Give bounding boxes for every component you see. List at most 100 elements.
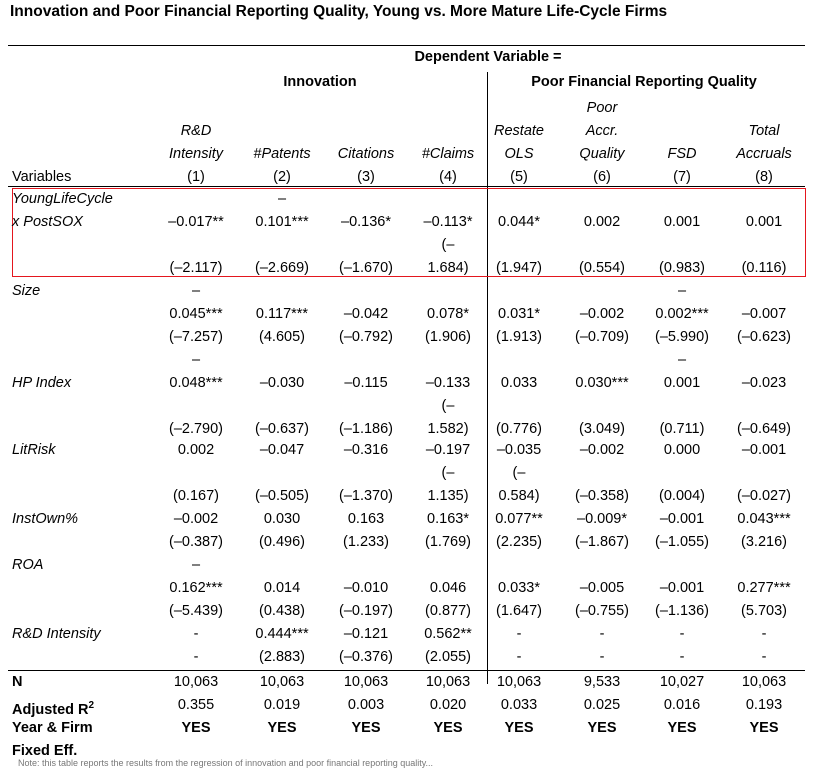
column-header: (6)	[593, 169, 611, 185]
coef-cell: –0.030	[259, 375, 305, 391]
coef-cell: 0.117***	[255, 306, 309, 322]
t-stat-cell: (0.438)	[259, 603, 305, 619]
fe-cell: YES	[433, 720, 463, 736]
cell-fragment: –	[677, 352, 687, 368]
cell-fragment: (–	[441, 465, 455, 481]
r2-superscript: 2	[88, 700, 95, 711]
column-header: (4)	[439, 169, 457, 185]
coef-cell: –0.113*	[423, 214, 473, 230]
r2-cell: 0.033	[500, 697, 538, 713]
t-stat-cell: (–0.709)	[574, 329, 630, 345]
coef-cell: –0.017**	[168, 214, 224, 230]
cell-fragment: –	[191, 557, 201, 573]
coef-cell: 0.014	[263, 580, 301, 596]
t-stat-cell: (3.216)	[741, 534, 787, 550]
t-stat-cell: (–0.792)	[338, 329, 394, 345]
row-label: InstOwn%	[12, 511, 79, 527]
t-stat-cell: (0.116)	[741, 260, 787, 276]
row-label: Size	[12, 283, 41, 299]
coef-cell: 0.001	[745, 214, 783, 230]
coef-cell: –0.035	[496, 442, 542, 458]
t-stat-cell: (–0.505)	[254, 488, 310, 504]
t-stat-cell: 1.135)	[427, 488, 469, 504]
r2-cell: 0.355	[177, 697, 215, 713]
variables-header: Variables	[12, 169, 72, 185]
t-stat-cell: 1.684)	[427, 260, 469, 276]
t-stat-cell: (–1.055)	[654, 534, 710, 550]
coef-cell: 0.562**	[424, 626, 472, 642]
column-header: OLS	[504, 146, 534, 162]
stat-label-fe: Fixed Eff.	[12, 743, 78, 759]
column-header: Quality	[579, 146, 625, 162]
t-stat-cell: (0.554)	[579, 260, 625, 276]
n-cell: 10,027	[659, 674, 705, 690]
coef-cell: –0.121	[343, 626, 389, 642]
t-stat-cell: (–0.649)	[736, 421, 792, 437]
coef-cell: –0.115	[344, 375, 388, 391]
t-stat-cell: (2.235)	[496, 534, 542, 550]
t-stat-cell: 0.584)	[498, 488, 540, 504]
n-cell: 10,063	[496, 674, 542, 690]
n-cell: 10,063	[259, 674, 305, 690]
coef-cell: –0.047	[259, 442, 305, 458]
coef-cell: –0.316	[343, 442, 389, 458]
t-stat-cell: (–1.186)	[338, 421, 394, 437]
header-rule	[8, 186, 805, 187]
t-stat-cell: (–0.197)	[338, 603, 394, 619]
coef-cell: -	[599, 626, 605, 642]
n-cell: 10,063	[425, 674, 471, 690]
stats-rule	[8, 670, 805, 671]
t-stat-cell: (–5.439)	[168, 603, 224, 619]
t-stat-cell: (–1.670)	[338, 260, 394, 276]
t-stat-cell: (1.647)	[496, 603, 542, 619]
coef-cell: 0.163	[347, 511, 385, 527]
r2-cell: 0.019	[263, 697, 301, 713]
column-header: Restate	[494, 123, 544, 139]
t-stat-cell: (2.055)	[425, 649, 471, 665]
coef-cell: –0.197	[425, 442, 471, 458]
t-stat-cell: (0.877)	[425, 603, 471, 619]
coef-cell: 0.045***	[169, 306, 223, 322]
stat-label-fe: Year & Firm	[12, 720, 93, 736]
coef-cell: 0.001	[663, 375, 701, 391]
coef-cell: 0.002	[177, 442, 215, 458]
t-stat-cell: (–0.637)	[254, 421, 310, 437]
coef-cell: 0.044*	[498, 214, 540, 230]
coef-cell: –0.007	[741, 306, 787, 322]
column-header: R&D	[180, 123, 212, 139]
column-header: Total	[748, 123, 780, 139]
coef-cell: –0.001	[741, 442, 787, 458]
row-label: HP Index	[12, 375, 72, 391]
n-cell: 10,063	[741, 674, 787, 690]
coef-cell: –0.002	[173, 511, 219, 527]
t-stat-cell: (–0.755)	[574, 603, 630, 619]
n-cell: 9,533	[583, 674, 621, 690]
fe-cell: YES	[351, 720, 381, 736]
t-stat-cell: (0.776)	[496, 421, 542, 437]
column-header: (2)	[273, 169, 291, 185]
table-title: Innovation and Poor Financial Reporting …	[10, 3, 668, 20]
cell-fragment: –	[677, 283, 687, 299]
cell-fragment: (–	[512, 465, 526, 481]
fe-cell: YES	[749, 720, 779, 736]
group-divider	[487, 72, 488, 684]
fe-cell: YES	[667, 720, 697, 736]
t-stat-cell: (1.947)	[496, 260, 542, 276]
coef-cell: –0.133	[425, 375, 471, 391]
coef-cell: 0.002***	[655, 306, 709, 322]
dependent-variable-label: Dependent Variable =	[414, 49, 562, 65]
coef-cell: –0.005	[579, 580, 625, 596]
t-stat-cell: (–0.623)	[736, 329, 792, 345]
column-header: (5)	[510, 169, 528, 185]
coef-cell: 0.101***	[255, 214, 309, 230]
column-header: #Claims	[421, 146, 475, 162]
column-header: (3)	[357, 169, 375, 185]
t-stat-cell: (–2.669)	[254, 260, 310, 276]
coef-cell: 0.033	[500, 375, 538, 391]
r2-cell: 0.003	[347, 697, 385, 713]
t-stat-cell: (–5.990)	[654, 329, 710, 345]
cell-fragment: (–	[441, 237, 455, 253]
t-stat-cell: (1.906)	[425, 329, 471, 345]
row-label: ROA	[12, 557, 44, 573]
coef-cell: 0.000	[663, 442, 701, 458]
